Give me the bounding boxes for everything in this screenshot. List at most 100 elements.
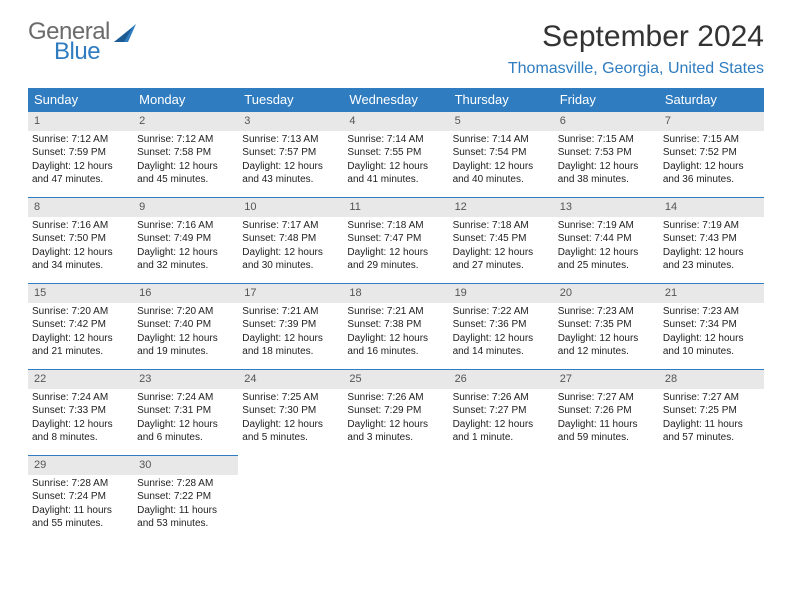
sunset-line: Sunset: 7:27 PM xyxy=(453,404,550,418)
sunrise-line: Sunrise: 7:23 AM xyxy=(663,305,760,319)
day-cell: 12Sunrise: 7:18 AMSunset: 7:45 PMDayligh… xyxy=(449,198,554,284)
sunset-line: Sunset: 7:55 PM xyxy=(347,146,444,160)
day-number: 28 xyxy=(659,370,764,389)
sunrise-line: Sunrise: 7:21 AM xyxy=(347,305,444,319)
empty-cell xyxy=(554,456,659,542)
day-cell: 7Sunrise: 7:15 AMSunset: 7:52 PMDaylight… xyxy=(659,112,764,198)
daylight-line: Daylight: 12 hours and 16 minutes. xyxy=(347,332,444,359)
daylight-line: Daylight: 11 hours and 57 minutes. xyxy=(663,418,760,445)
daylight-line: Daylight: 12 hours and 5 minutes. xyxy=(242,418,339,445)
sunrise-line: Sunrise: 7:14 AM xyxy=(453,133,550,147)
sunset-line: Sunset: 7:50 PM xyxy=(32,232,129,246)
sunrise-line: Sunrise: 7:16 AM xyxy=(32,219,129,233)
week-row: 15Sunrise: 7:20 AMSunset: 7:42 PMDayligh… xyxy=(28,284,764,370)
day-body: Sunrise: 7:28 AMSunset: 7:24 PMDaylight:… xyxy=(28,475,133,535)
day-number: 17 xyxy=(238,284,343,303)
daylight-line: Daylight: 12 hours and 21 minutes. xyxy=(32,332,129,359)
day-number: 9 xyxy=(133,198,238,217)
daylight-line: Daylight: 12 hours and 34 minutes. xyxy=(32,246,129,273)
sunset-line: Sunset: 7:54 PM xyxy=(453,146,550,160)
day-body: Sunrise: 7:12 AMSunset: 7:59 PMDaylight:… xyxy=(28,131,133,191)
sunset-line: Sunset: 7:58 PM xyxy=(137,146,234,160)
sunrise-line: Sunrise: 7:19 AM xyxy=(558,219,655,233)
day-number: 11 xyxy=(343,198,448,217)
day-body: Sunrise: 7:24 AMSunset: 7:31 PMDaylight:… xyxy=(133,389,238,449)
day-body: Sunrise: 7:28 AMSunset: 7:22 PMDaylight:… xyxy=(133,475,238,535)
sunrise-line: Sunrise: 7:28 AM xyxy=(32,477,129,491)
day-body: Sunrise: 7:25 AMSunset: 7:30 PMDaylight:… xyxy=(238,389,343,449)
daylight-line: Daylight: 11 hours and 59 minutes. xyxy=(558,418,655,445)
sunrise-line: Sunrise: 7:14 AM xyxy=(347,133,444,147)
weekday-header: Monday xyxy=(133,88,238,112)
day-number: 5 xyxy=(449,112,554,131)
logo-text: General Blue xyxy=(28,20,110,64)
day-cell: 22Sunrise: 7:24 AMSunset: 7:33 PMDayligh… xyxy=(28,370,133,456)
day-number: 12 xyxy=(449,198,554,217)
daylight-line: Daylight: 11 hours and 53 minutes. xyxy=(137,504,234,531)
sunrise-line: Sunrise: 7:24 AM xyxy=(137,391,234,405)
daylight-line: Daylight: 12 hours and 45 minutes. xyxy=(137,160,234,187)
day-cell: 11Sunrise: 7:18 AMSunset: 7:47 PMDayligh… xyxy=(343,198,448,284)
day-number: 30 xyxy=(133,456,238,475)
day-number: 2 xyxy=(133,112,238,131)
day-body: Sunrise: 7:14 AMSunset: 7:54 PMDaylight:… xyxy=(449,131,554,191)
week-row: 1Sunrise: 7:12 AMSunset: 7:59 PMDaylight… xyxy=(28,112,764,198)
daylight-line: Daylight: 12 hours and 38 minutes. xyxy=(558,160,655,187)
day-cell: 24Sunrise: 7:25 AMSunset: 7:30 PMDayligh… xyxy=(238,370,343,456)
sunrise-line: Sunrise: 7:27 AM xyxy=(558,391,655,405)
empty-cell xyxy=(238,456,343,542)
day-cell: 28Sunrise: 7:27 AMSunset: 7:25 PMDayligh… xyxy=(659,370,764,456)
sunset-line: Sunset: 7:29 PM xyxy=(347,404,444,418)
day-body: Sunrise: 7:14 AMSunset: 7:55 PMDaylight:… xyxy=(343,131,448,191)
sunrise-line: Sunrise: 7:17 AM xyxy=(242,219,339,233)
day-number: 6 xyxy=(554,112,659,131)
sunrise-line: Sunrise: 7:28 AM xyxy=(137,477,234,491)
sunrise-line: Sunrise: 7:18 AM xyxy=(453,219,550,233)
day-cell: 10Sunrise: 7:17 AMSunset: 7:48 PMDayligh… xyxy=(238,198,343,284)
weekday-header: Thursday xyxy=(449,88,554,112)
day-body: Sunrise: 7:23 AMSunset: 7:34 PMDaylight:… xyxy=(659,303,764,363)
day-number: 7 xyxy=(659,112,764,131)
day-cell: 30Sunrise: 7:28 AMSunset: 7:22 PMDayligh… xyxy=(133,456,238,542)
day-number: 1 xyxy=(28,112,133,131)
weekday-header: Friday xyxy=(554,88,659,112)
daylight-line: Daylight: 12 hours and 18 minutes. xyxy=(242,332,339,359)
day-number: 23 xyxy=(133,370,238,389)
day-cell: 5Sunrise: 7:14 AMSunset: 7:54 PMDaylight… xyxy=(449,112,554,198)
week-row: 8Sunrise: 7:16 AMSunset: 7:50 PMDaylight… xyxy=(28,198,764,284)
daylight-line: Daylight: 12 hours and 3 minutes. xyxy=(347,418,444,445)
day-body: Sunrise: 7:12 AMSunset: 7:58 PMDaylight:… xyxy=(133,131,238,191)
header: General Blue September 2024 Thomasville,… xyxy=(28,20,764,78)
sunset-line: Sunset: 7:24 PM xyxy=(32,490,129,504)
logo: General Blue xyxy=(28,20,140,64)
month-title: September 2024 xyxy=(508,20,764,54)
sunset-line: Sunset: 7:30 PM xyxy=(242,404,339,418)
sunset-line: Sunset: 7:33 PM xyxy=(32,404,129,418)
sunrise-line: Sunrise: 7:24 AM xyxy=(32,391,129,405)
daylight-line: Daylight: 12 hours and 29 minutes. xyxy=(347,246,444,273)
day-body: Sunrise: 7:16 AMSunset: 7:49 PMDaylight:… xyxy=(133,217,238,277)
day-body: Sunrise: 7:27 AMSunset: 7:25 PMDaylight:… xyxy=(659,389,764,449)
sunset-line: Sunset: 7:25 PM xyxy=(663,404,760,418)
day-cell: 8Sunrise: 7:16 AMSunset: 7:50 PMDaylight… xyxy=(28,198,133,284)
sunset-line: Sunset: 7:52 PM xyxy=(663,146,760,160)
daylight-line: Daylight: 12 hours and 43 minutes. xyxy=(242,160,339,187)
daylight-line: Daylight: 12 hours and 32 minutes. xyxy=(137,246,234,273)
empty-cell xyxy=(659,456,764,542)
day-cell: 6Sunrise: 7:15 AMSunset: 7:53 PMDaylight… xyxy=(554,112,659,198)
weekday-header: Sunday xyxy=(28,88,133,112)
sunset-line: Sunset: 7:22 PM xyxy=(137,490,234,504)
daylight-line: Daylight: 12 hours and 10 minutes. xyxy=(663,332,760,359)
weekday-header: Wednesday xyxy=(343,88,448,112)
day-cell: 9Sunrise: 7:16 AMSunset: 7:49 PMDaylight… xyxy=(133,198,238,284)
day-body: Sunrise: 7:15 AMSunset: 7:53 PMDaylight:… xyxy=(554,131,659,191)
day-number: 18 xyxy=(343,284,448,303)
day-cell: 26Sunrise: 7:26 AMSunset: 7:27 PMDayligh… xyxy=(449,370,554,456)
calendar-body: 1Sunrise: 7:12 AMSunset: 7:59 PMDaylight… xyxy=(28,112,764,542)
sunrise-line: Sunrise: 7:12 AM xyxy=(32,133,129,147)
daylight-line: Daylight: 12 hours and 36 minutes. xyxy=(663,160,760,187)
day-number: 27 xyxy=(554,370,659,389)
daylight-line: Daylight: 11 hours and 55 minutes. xyxy=(32,504,129,531)
daylight-line: Daylight: 12 hours and 12 minutes. xyxy=(558,332,655,359)
day-cell: 16Sunrise: 7:20 AMSunset: 7:40 PMDayligh… xyxy=(133,284,238,370)
